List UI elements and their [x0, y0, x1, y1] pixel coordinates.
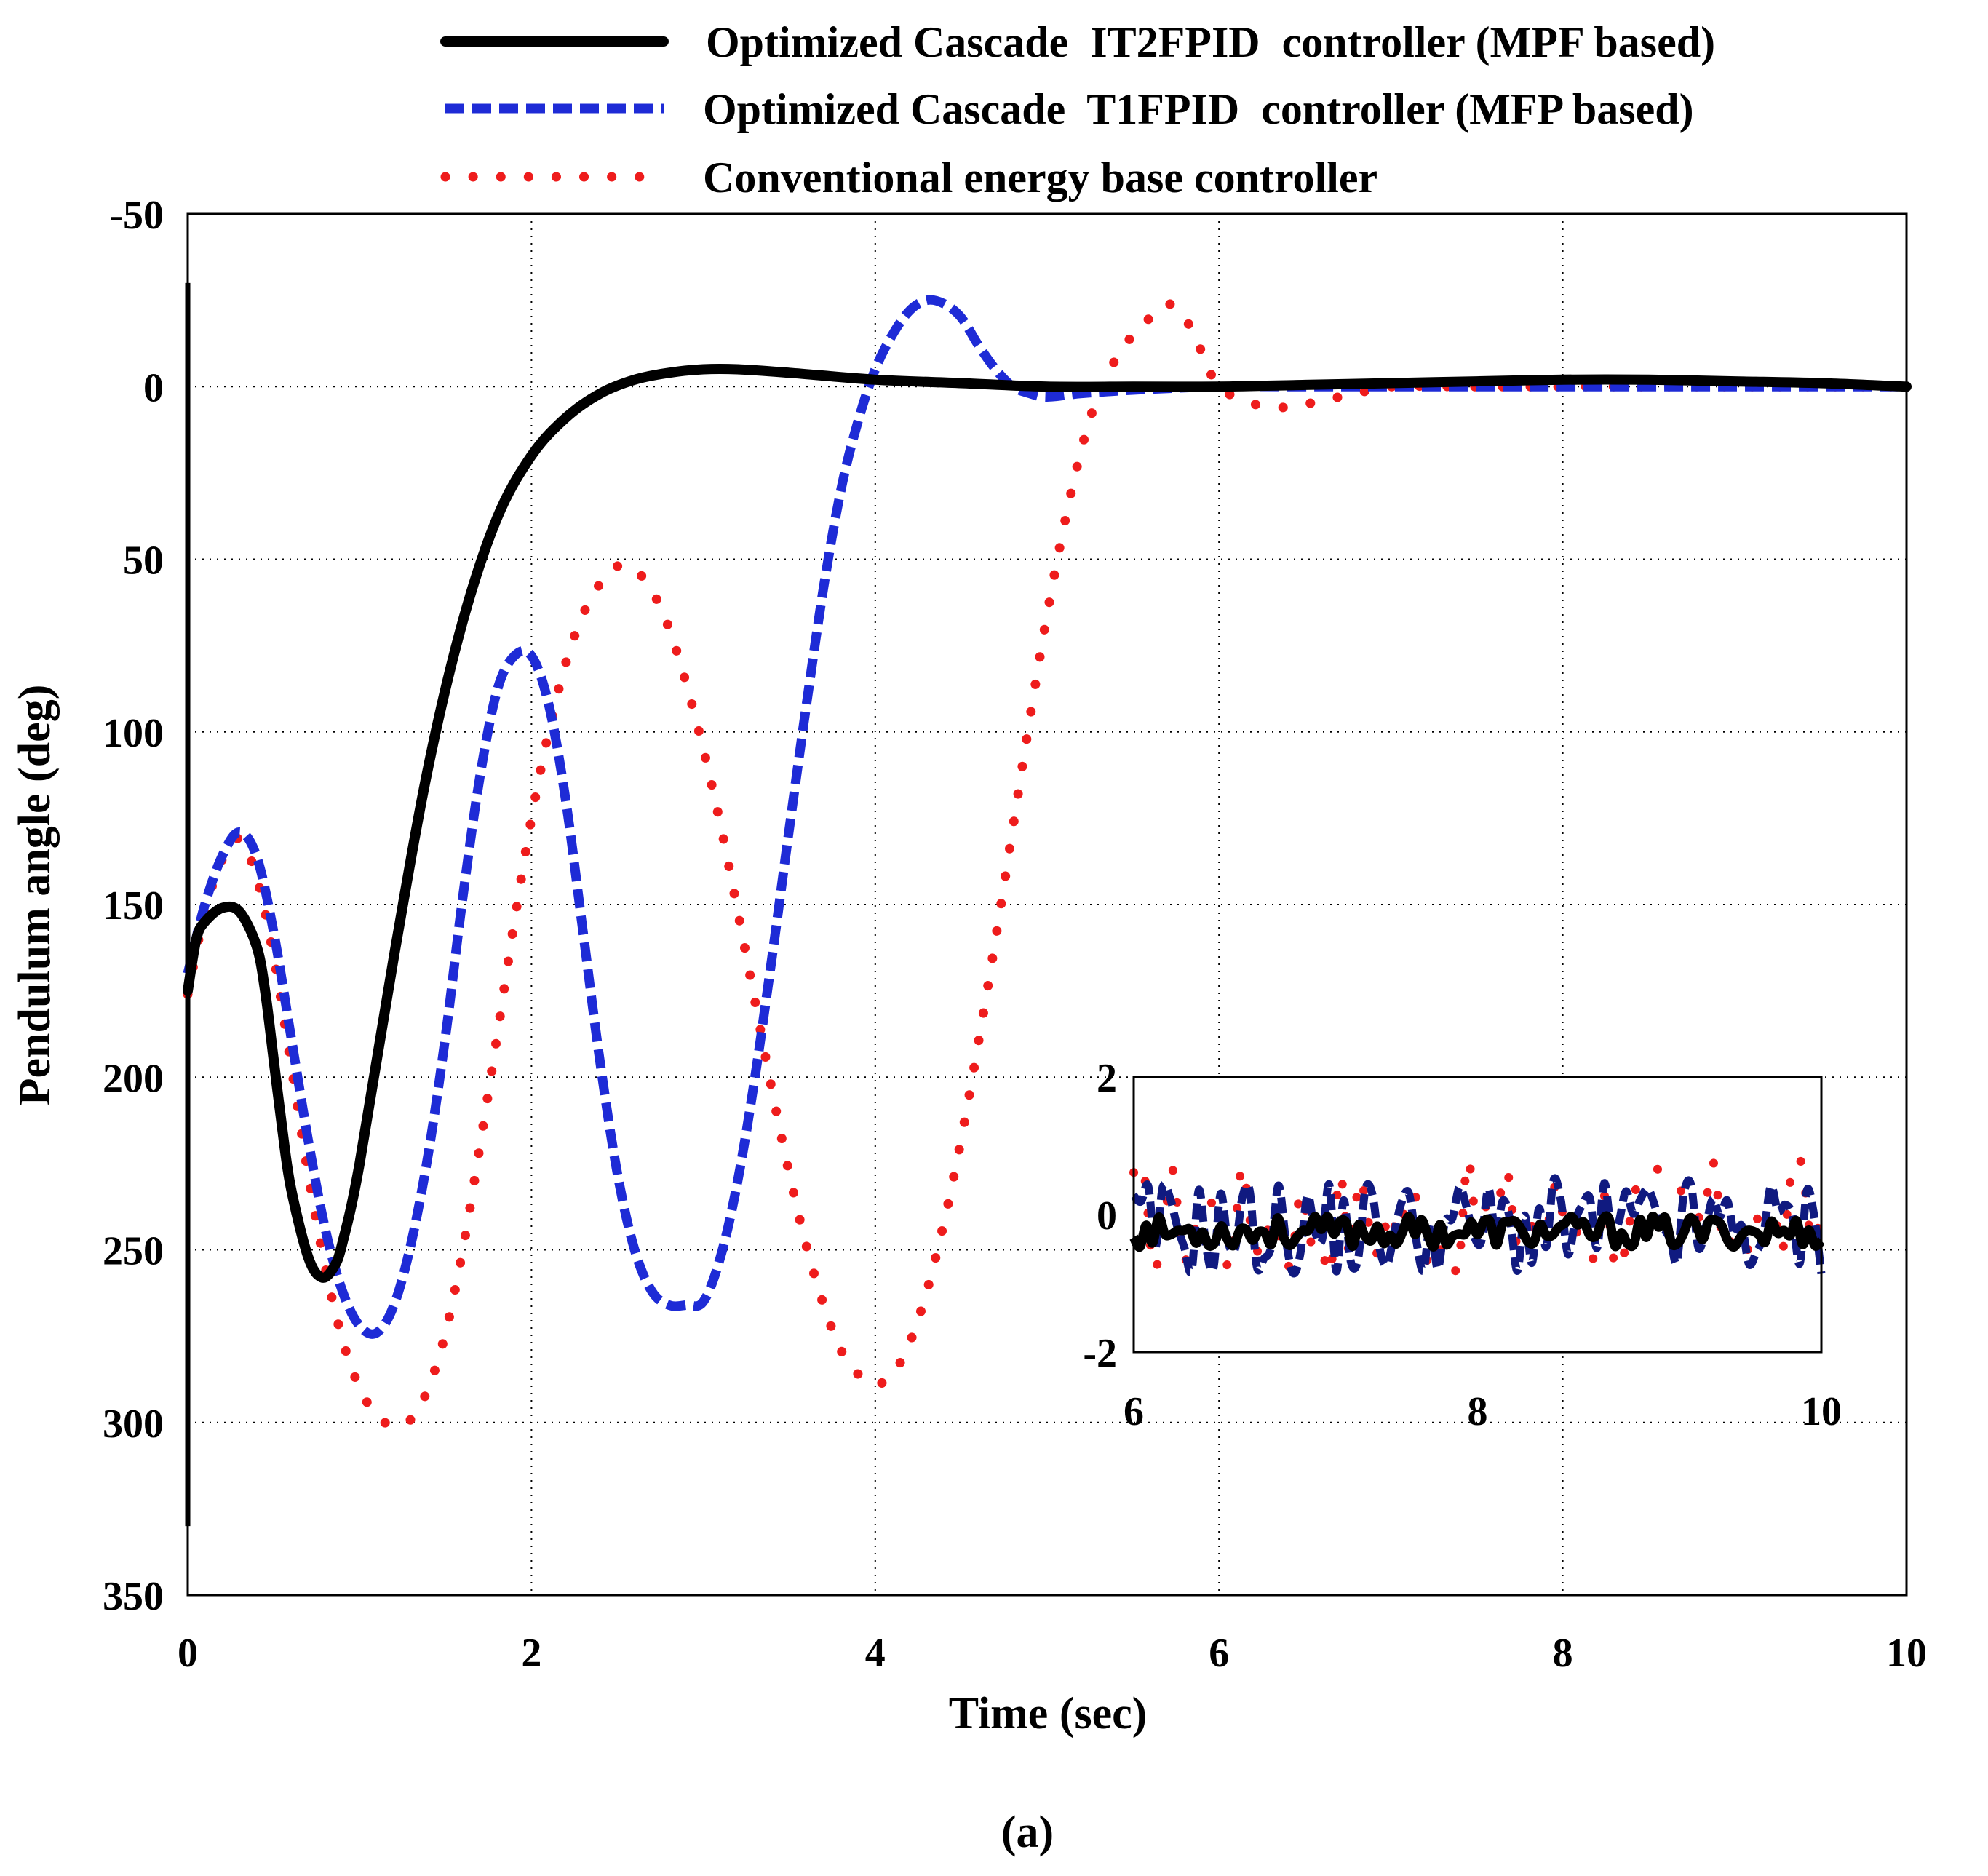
y-tick-label: 200 — [103, 1056, 164, 1101]
inset-series-layer — [1129, 1153, 1826, 1280]
inset-y-tick-label: 2 — [1097, 1056, 1117, 1101]
y-axis-label: Pendulum angle (deg) — [10, 685, 60, 1106]
x-tick-label: 8 — [1553, 1631, 1573, 1676]
y-tick-labels: -50 0 50 100 150 200 250 300 350 — [103, 193, 164, 1619]
series-line-energy — [183, 298, 1912, 1431]
legend-label-energy: Conventional energy base controller — [703, 154, 1377, 202]
x-tick-labels: 0 2 4 6 8 10 — [178, 1631, 1927, 1676]
y-tick-label: 350 — [103, 1574, 164, 1619]
inset-y-tick-label: -2 — [1083, 1331, 1117, 1376]
legend-label-t1fpid: Optimized Cascade T1FPID controller (MFP… — [703, 85, 1694, 133]
y-tick-label: 50 — [123, 538, 164, 584]
y-tick-label: 150 — [103, 883, 164, 929]
x-tick-label: 0 — [178, 1631, 198, 1676]
y-tick-label: -50 — [109, 193, 164, 238]
series-line-it2fpid — [183, 363, 1912, 1283]
inset-x-tick-label: 6 — [1124, 1389, 1144, 1434]
inset-x-tick-label: 10 — [1801, 1389, 1842, 1434]
x-tick-label: 6 — [1209, 1631, 1229, 1676]
inset-frame — [1132, 1076, 1823, 1354]
x-axis-label: Time (sec) — [949, 1689, 1148, 1738]
y-tick-label: 100 — [103, 711, 164, 756]
grid-lines — [188, 214, 1907, 1595]
inset-y-tick-labels: 2 0 -2 — [1083, 1056, 1117, 1376]
inset-zoom: 6 8 10 2 0 -2 — [1083, 1056, 1842, 1434]
y-tick-label: 300 — [103, 1402, 164, 1447]
x-tick-label: 4 — [865, 1631, 886, 1676]
x-tick-label: 2 — [521, 1631, 541, 1676]
figure-caption: (a) — [1001, 1808, 1054, 1857]
inset-x-tick-label: 8 — [1468, 1389, 1488, 1434]
legend-label-it2fpid: Optimized Cascade IT2FPID controller (MP… — [706, 18, 1715, 66]
y-tick-label: 250 — [103, 1229, 164, 1274]
series-line-t1fpid — [183, 295, 1907, 1339]
legend: Optimized Cascade IT2FPID controller (MP… — [440, 18, 1715, 202]
inset-y-tick-label: 0 — [1097, 1193, 1117, 1239]
inset-series-it2fpid — [1129, 1211, 1825, 1252]
x-tick-label: 10 — [1886, 1631, 1927, 1676]
plot-frame — [186, 212, 1908, 1597]
y-tick-label: 0 — [143, 365, 164, 410]
inset-x-tick-labels: 6 8 10 — [1124, 1389, 1842, 1434]
